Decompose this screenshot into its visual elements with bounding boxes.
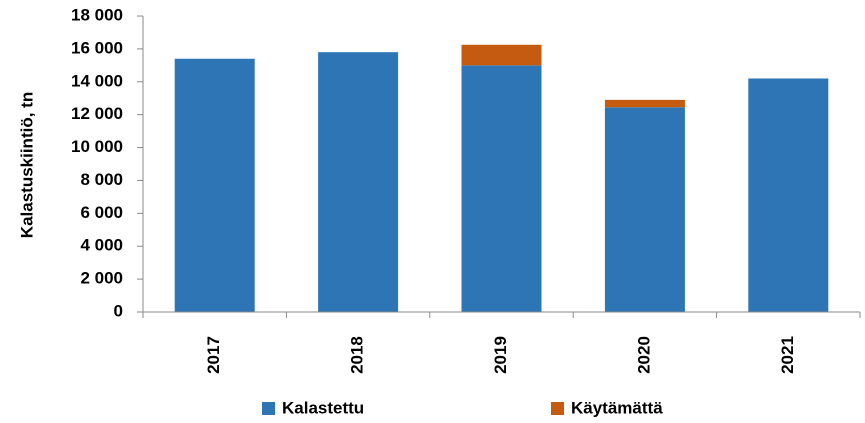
legend-swatch — [262, 402, 275, 415]
legend-label: Käytämättä — [571, 398, 663, 417]
y-tick-label: 10 000 — [71, 137, 123, 156]
y-tick-label: 0 — [114, 301, 123, 320]
y-tick-label: 2 000 — [80, 269, 123, 288]
bar-segment — [604, 107, 685, 313]
y-tick-label: 14 000 — [71, 71, 123, 90]
legend-swatch — [551, 402, 564, 415]
bar-segment — [748, 78, 829, 312]
bar-segment — [461, 44, 542, 66]
x-tick-label: 2017 — [204, 336, 223, 374]
bar-segment — [318, 52, 399, 313]
x-tick-label: 2019 — [491, 336, 510, 374]
legend-label: Kalastettu — [282, 398, 364, 417]
x-tick-label: 2018 — [348, 336, 367, 374]
bar-segment — [174, 58, 255, 312]
y-tick-label: 18 000 — [71, 5, 123, 24]
y-tick-label: 12 000 — [71, 104, 123, 123]
bar-segment — [604, 99, 685, 108]
y-tick-label: 8 000 — [80, 170, 123, 189]
y-axis-label: Kalastuskiintiö, tn — [17, 92, 36, 238]
y-tick-label: 6 000 — [80, 203, 123, 222]
y-tick-label: 4 000 — [80, 236, 123, 255]
x-tick-label: 2020 — [634, 336, 653, 374]
x-tick-label: 2021 — [778, 336, 797, 374]
bar-segment — [461, 65, 542, 312]
y-tick-label: 16 000 — [71, 38, 123, 57]
